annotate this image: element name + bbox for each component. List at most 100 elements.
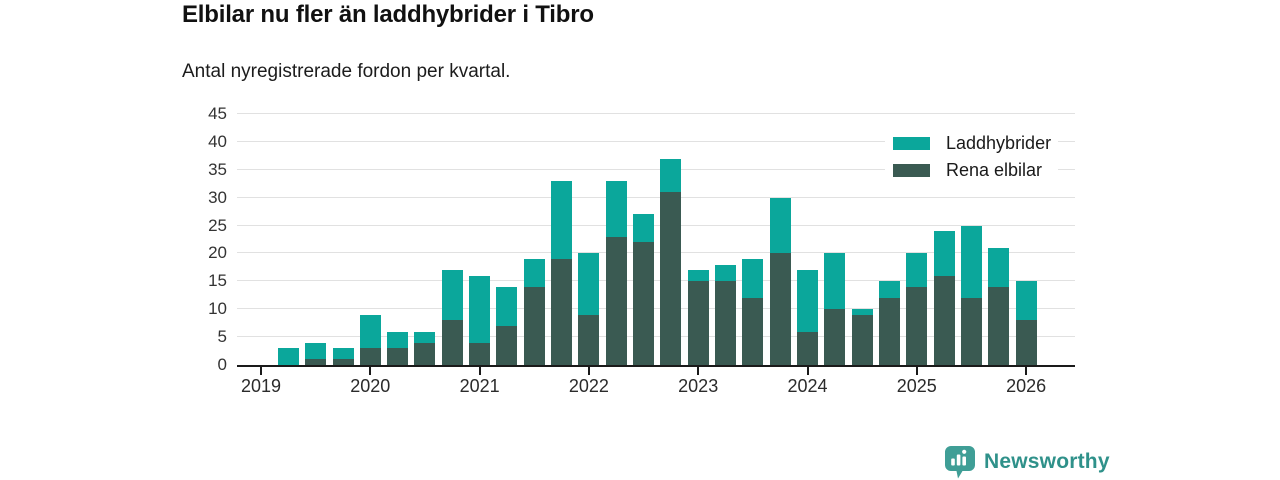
bar-2024-Q2-elbilar [824,309,846,365]
gridline-y15 [237,280,1075,282]
x-tick-2022 [587,367,590,375]
bar-2024-Q1-laddhybrider [797,270,818,332]
bar-2025-Q2-elbilar [933,275,955,365]
x-tick-2023 [697,367,700,375]
x-tick-label-2023: 2023 [678,376,719,396]
bar-2021-Q4-elbilar [551,259,573,365]
bar-2026-Q1-elbilar [1015,320,1037,365]
x-tick-label-2025: 2025 [896,376,937,396]
bar-2021-Q3-laddhybrider [523,259,545,287]
bar-2019-Q3-laddhybrider [305,342,327,360]
bar-2020-Q3-elbilar [414,342,436,365]
y-tick-label: 0 [217,355,227,374]
gridline-y30 [237,196,1075,198]
bar-2023-Q2-laddhybrider [715,264,736,282]
y-tick-label: 30 [208,187,227,207]
bar-2024-Q3-elbilar [851,314,873,365]
gridline-y25 [237,224,1075,226]
x-tick-2019 [260,367,262,375]
legend: Laddhybrider Rena elbilar [885,128,1058,188]
plot-area: 2019 2020 2021 2022 2023 2024 2025 2026 [237,113,1075,396]
bar-2023-Q4-laddhybrider [769,197,791,254]
y-tick-label: 15 [208,271,227,291]
bar-2022-Q2-elbilar [605,236,627,365]
bar-2021-Q2-elbilar [496,326,518,365]
bar-2021-Q2-laddhybrider [496,287,518,326]
legend-item-rena-elbilar: Rena elbilar [893,157,1058,184]
bar-2024-Q3-laddhybrider [851,309,873,315]
bar-2023-Q2-elbilar [715,281,736,365]
bar-2021-Q1-elbilar [469,342,491,365]
y-tick-label: 10 [208,299,227,319]
bar-2024-Q2-laddhybrider [824,253,846,310]
x-tick-label-2021: 2021 [459,376,500,396]
x-tick-2024 [806,367,809,375]
bar-2019-Q4-laddhybrider [332,348,354,360]
bar-2024-Q4-laddhybrider [879,281,900,299]
chart-title: Elbilar nu fler än laddhybrider i Tibro [182,1,594,28]
x-tick-2020 [369,367,372,375]
bar-2022-Q2-laddhybrider [605,180,627,237]
legend-swatch-icon [893,164,930,177]
y-tick-label: 45 [208,104,227,123]
bar-2019-Q3-elbilar [305,359,327,365]
bar-2024-Q4-elbilar [879,298,900,365]
bar-2021-Q4-laddhybrider [551,180,573,259]
x-tick-label-2020: 2020 [350,376,391,396]
y-tick-label: 20 [208,243,227,263]
x-tick-label-2019: 2019 [240,376,282,396]
bar-2020-Q2-laddhybrider [387,331,409,349]
x-tick-2025 [915,367,918,375]
newsworthy-badge-icon [944,445,976,479]
x-tick-label-2022: 2022 [568,376,609,396]
legend-item-laddhybrider: Laddhybrider [893,130,1058,157]
bar-2025-Q1-laddhybrider [906,253,928,287]
bar-2022-Q1-elbilar [578,314,600,365]
y-tick-label: 35 [208,159,227,179]
bar-2019-Q4-elbilar [332,359,354,365]
bar-2025-Q3-laddhybrider [961,225,982,299]
bar-2020-Q1-laddhybrider [359,314,381,349]
x-tick-label-2026: 2026 [1006,376,1047,396]
x-tick-label-2024: 2024 [787,376,828,396]
bar-2025-Q4-laddhybrider [988,247,1010,287]
bar-2022-Q4-elbilar [660,192,682,365]
gridline-y45 [237,113,1075,114]
bar-2022-Q4-laddhybrider [660,158,682,193]
newsworthy-wordmark: Newsworthy [984,450,1110,473]
gridline-y5 [237,336,1075,338]
gridline-y40 [237,140,1075,142]
bar-2025-Q4-elbilar [988,286,1010,365]
y-tick-label: 5 [217,327,227,347]
bar-2020-Q4-elbilar [441,320,463,365]
bar-2019-Q2-laddhybrider [277,348,299,365]
x-tick-2026 [1025,367,1028,375]
bar-2025-Q2-laddhybrider [933,231,955,276]
bar-2023-Q1-elbilar [687,281,709,365]
bar-2020-Q4-laddhybrider [441,270,463,321]
bar-2026-Q1-laddhybrider [1015,281,1037,321]
y-axis: 0 5 10 15 20 25 30 35 40 45 [172,104,227,374]
bar-2022-Q3-elbilar [633,242,654,365]
bar-2020-Q2-elbilar [387,348,409,365]
bar-2023-Q3-laddhybrider [742,259,764,299]
bar-2022-Q3-laddhybrider [633,214,654,243]
newsworthy-logo[interactable]: Newsworthy [944,445,1110,479]
bar-2020-Q1-elbilar [359,348,381,365]
bar-2020-Q3-laddhybrider [414,331,436,343]
chart-subtitle: Antal nyregistrerade fordon per kvartal. [182,61,511,82]
gridline-y20 [237,252,1075,254]
gridline-y10 [237,308,1075,310]
bar-2022-Q1-laddhybrider [578,253,600,315]
y-tick-label: 40 [208,131,227,151]
legend-swatch-icon [893,137,930,150]
bar-2023-Q4-elbilar [769,253,791,365]
bar-2024-Q1-elbilar [797,331,818,365]
bar-2025-Q1-elbilar [906,286,928,365]
legend-label: Rena elbilar [946,160,1043,180]
bar-2023-Q1-laddhybrider [687,270,709,282]
bar-2021-Q3-elbilar [523,286,545,365]
bar-2023-Q3-elbilar [742,298,764,365]
y-tick-label: 25 [208,215,227,235]
